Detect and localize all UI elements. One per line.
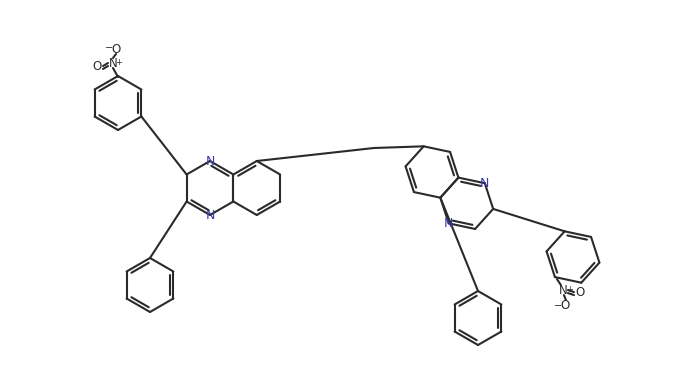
Text: N: N (444, 217, 454, 230)
Text: N: N (205, 208, 215, 221)
Text: N: N (109, 57, 118, 70)
Text: −: − (105, 43, 113, 53)
Text: N: N (558, 283, 567, 296)
Text: +: + (116, 58, 122, 67)
Text: O: O (575, 286, 585, 299)
Text: +: + (566, 285, 573, 294)
Text: N: N (480, 177, 490, 190)
Text: N: N (205, 154, 215, 167)
Text: O: O (560, 299, 570, 312)
Text: O: O (92, 60, 101, 73)
Text: −: − (554, 301, 562, 311)
Text: O: O (112, 42, 120, 55)
